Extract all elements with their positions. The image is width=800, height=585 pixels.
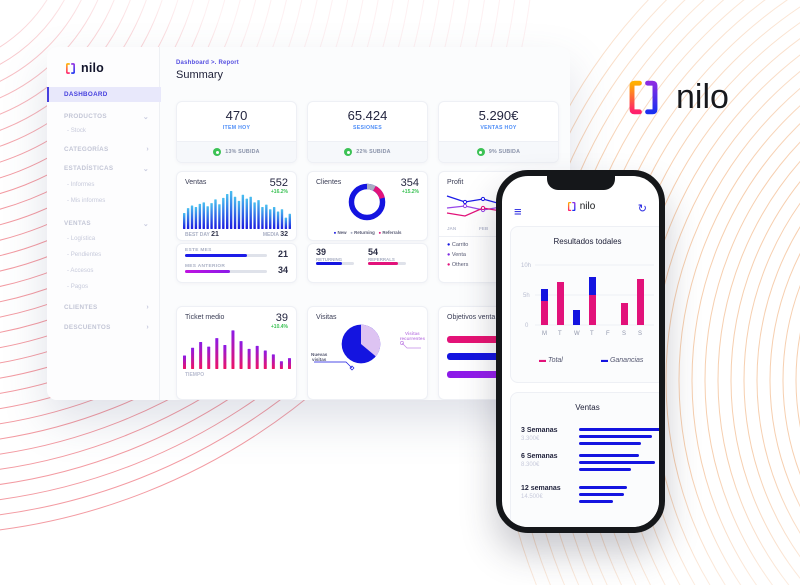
svg-text:S: S xyxy=(638,331,642,337)
svg-text:F: F xyxy=(606,331,610,337)
svg-text:W: W xyxy=(574,331,580,337)
svg-text:0: 0 xyxy=(525,323,529,329)
svg-text:T: T xyxy=(590,331,594,337)
svg-text:10h: 10h xyxy=(521,263,531,269)
svg-text:M: M xyxy=(542,331,547,337)
svg-text:S: S xyxy=(622,331,626,337)
svg-text:T: T xyxy=(558,331,562,337)
svg-text:5h: 5h xyxy=(523,293,530,299)
